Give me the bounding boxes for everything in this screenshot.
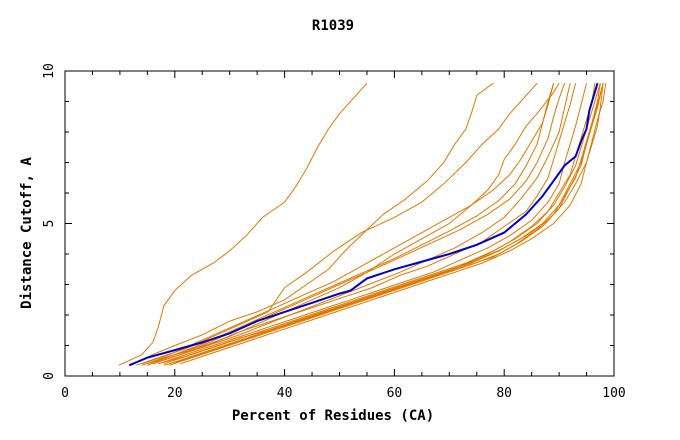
y-axis-label: Distance Cutoff, A <box>19 157 35 309</box>
highlight-series-line <box>128 82 599 367</box>
y-tick-label: 10 <box>42 63 57 79</box>
chart-title: R1039 <box>312 18 354 34</box>
series-line-4 <box>141 82 560 366</box>
series-line-16 <box>152 83 571 365</box>
series-layer <box>118 82 607 367</box>
series-line-10 <box>163 83 604 366</box>
series-line-13 <box>180 83 604 365</box>
series-line-14 <box>141 83 555 365</box>
series-line-17 <box>169 83 601 366</box>
x-tick-label: 20 <box>167 386 183 401</box>
axes-layer: 0 20 40 60 80 100 0 5 10 <box>42 63 626 401</box>
x-tick-label: 40 <box>277 386 293 401</box>
series-line-7 <box>158 83 587 365</box>
series-line-1 <box>118 82 368 366</box>
series-line-9 <box>163 83 601 365</box>
series-line-3 <box>136 82 538 366</box>
plot-frame <box>64 70 615 377</box>
series-line-2 <box>130 82 494 366</box>
series-line-8 <box>158 83 596 365</box>
x-tick-label: 100 <box>602 386 625 401</box>
x-tick-label: 60 <box>387 386 403 401</box>
y-tick-label: 5 <box>42 220 57 228</box>
series-line-15 <box>147 83 555 366</box>
x-axis-label: Percent of Residues (CA) <box>232 408 434 424</box>
series-line-6 <box>152 83 577 365</box>
series-line-5 <box>147 83 566 365</box>
y-tick-label: 0 <box>42 372 57 380</box>
series-line-11 <box>169 83 604 365</box>
x-tick-label: 0 <box>61 386 69 401</box>
x-tick-label: 80 <box>496 386 512 401</box>
